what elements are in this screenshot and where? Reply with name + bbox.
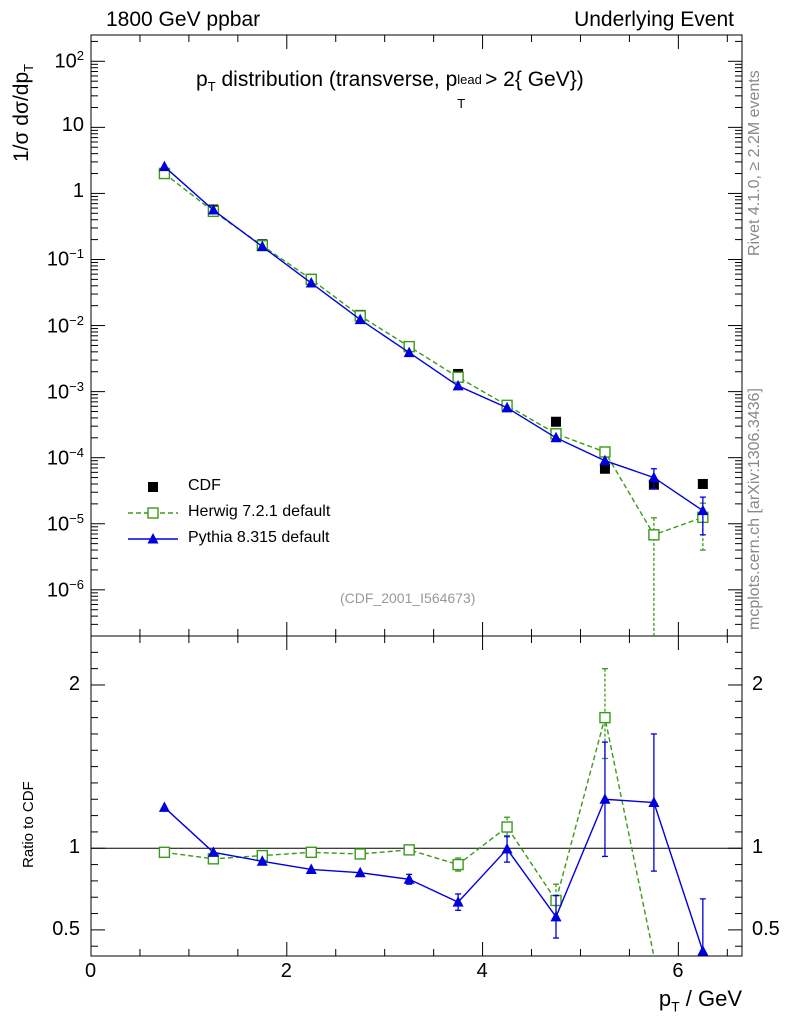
legend-label-cdf: CDF	[188, 477, 221, 494]
ratio-ytick-label-left: 0.5	[52, 917, 80, 940]
main-y-axis-label: 1/σ dσ/dpT	[10, 63, 37, 162]
ratio-herwig-line	[164, 717, 655, 957]
ratio-ytick-label-left: 2	[68, 672, 80, 695]
main-ytick-label: 1	[72, 180, 84, 203]
ratio-herwig-point-6	[452, 858, 464, 871]
header-right: Underlying Event	[574, 8, 734, 31]
legend-label-herwig: Herwig 7.2.1 default	[188, 503, 331, 520]
ratio-pythia-point-11	[697, 945, 709, 956]
main-pythia-point-5	[403, 346, 415, 358]
ratio-pythia-point-5	[403, 873, 415, 884]
ratio-ytick-label-left: 1	[68, 836, 80, 859]
analysis-watermark: (CDF_2001_I564673)	[340, 590, 476, 606]
main-ytick-label: 10−3	[46, 378, 84, 404]
title-sub-t: T	[207, 79, 216, 95]
title-sub-t2: T	[457, 96, 466, 111]
legend-label-pythia: Pythia 8.315 default	[188, 529, 330, 546]
main-herwig-line	[163, 172, 704, 536]
main-y-ticks	[91, 40, 742, 637]
ratio-pythia-point-3	[305, 863, 317, 874]
x-axis-label: pT / GeV	[658, 986, 742, 1015]
main-herwig-point-10	[648, 529, 660, 541]
ratio-herwig-point-7	[501, 821, 513, 833]
main-series	[158, 160, 709, 636]
ratio-herwig-point-5	[403, 844, 415, 856]
ratio-pythia-point-8	[550, 910, 562, 922]
ratio-pythia-point-7	[501, 843, 513, 854]
ratio-pythia-point-0	[158, 801, 170, 812]
main-ytick-label: 10	[61, 114, 84, 137]
main-pythia-point-7	[501, 401, 513, 413]
ratio-xtick-label: 0	[85, 960, 97, 982]
ratio-pythia-point-4	[354, 866, 366, 878]
main-pythia-point-11	[697, 504, 709, 516]
ratio-xtick-label: 2	[280, 960, 292, 982]
ratio-plot-frame	[90, 635, 743, 957]
title-text: distribution (transverse, p	[215, 68, 458, 91]
ratio-ytick-label-right: 2	[752, 672, 764, 695]
main-cdf-point-9	[599, 463, 610, 474]
main-ytick-label: 10−2	[46, 312, 84, 338]
ratio-xtick-label: 6	[672, 960, 684, 982]
main-ytick-label: 10−4	[46, 444, 84, 470]
main-pythia-point-9	[599, 454, 611, 466]
main-cdf-point-8	[551, 416, 561, 427]
ratio-ytick-label-right: 1	[752, 836, 764, 859]
ratio-pythia-point-9	[599, 793, 611, 804]
main-pythia-point-2	[256, 240, 268, 252]
ratio-series	[158, 668, 709, 957]
legend-marker-cdf	[148, 482, 158, 492]
side-label-source: mcplots.cern.ch [arXiv:1306.3436]	[746, 388, 763, 630]
main-ytick-label: 102	[54, 48, 84, 73]
ratio-y-axis-label: Ratio to CDF	[20, 781, 37, 868]
ratio-pythia-line	[163, 798, 704, 952]
main-pythia-point-8	[550, 431, 562, 443]
main-pythia-point-3	[305, 277, 317, 288]
ratio-ticks	[91, 651, 742, 947]
plot-title: pT distribution (transverse, p lead T > 2{…	[196, 68, 584, 111]
ratio-pythia-point-10	[648, 796, 660, 808]
main-pythia-point-4	[354, 313, 366, 325]
legend-markers	[128, 482, 178, 544]
legend-marker-herwig	[147, 507, 159, 519]
main-pythia-point-0	[158, 160, 170, 172]
title-p: p	[196, 68, 208, 91]
main-ytick-label: 10−6	[46, 576, 84, 602]
ratio-herwig-point-0	[158, 846, 171, 859]
legend-marker-pythia	[147, 533, 159, 544]
ratio-herwig-point-4	[354, 848, 366, 860]
main-x-ticks	[90, 35, 728, 956]
main-pythia-line	[163, 166, 704, 512]
main-pythia-point-1	[207, 204, 219, 215]
ratio-herwig-point-9	[599, 711, 611, 724]
side-label-version: Rivet 4.1.0, ≥ 2.2M events	[746, 70, 763, 256]
main-ytick-label: 10−1	[46, 246, 84, 272]
main-pythia-point-10	[648, 471, 660, 483]
ratio-ytick-label-right: 0.5	[752, 917, 780, 940]
main-cdf-point-11	[697, 478, 708, 489]
title-end: > 2{ GeV})	[479, 68, 584, 91]
header-left: 1800 GeV ppbar	[106, 8, 261, 31]
ratio-xtick-label: 4	[476, 960, 488, 982]
ratio-herwig-point-3	[305, 846, 317, 859]
title-sup-lead: lead	[457, 72, 482, 87]
ratio-pythia-point-2	[256, 855, 268, 866]
ratio-pythia-point-6	[452, 896, 464, 907]
ratio-pythia-point-1	[207, 846, 219, 857]
main-pythia-point-6	[452, 379, 464, 391]
main-ytick-label: 10−5	[46, 510, 84, 536]
